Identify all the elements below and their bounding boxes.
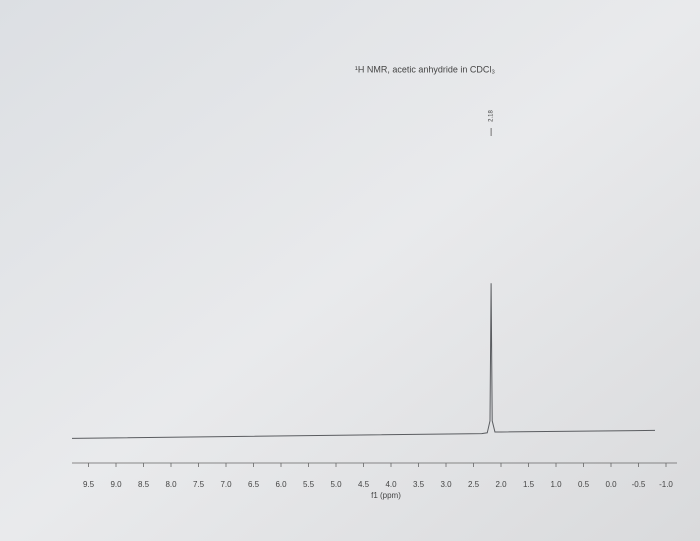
x-tick-label: 1.5 bbox=[523, 480, 535, 489]
x-tick-label: 0.5 bbox=[578, 480, 590, 489]
x-tick-label: 8.0 bbox=[165, 480, 177, 489]
x-tick-label: -0.5 bbox=[632, 480, 646, 489]
x-tick-label: 1.0 bbox=[550, 480, 562, 489]
x-tick-label: 3.5 bbox=[413, 480, 425, 489]
x-tick-label: 7.0 bbox=[220, 480, 232, 489]
x-tick-label: 9.0 bbox=[110, 480, 122, 489]
x-tick-label: 4.0 bbox=[385, 480, 397, 489]
x-tick-label: 4.5 bbox=[358, 480, 370, 489]
x-tick-label: -1.0 bbox=[659, 480, 673, 489]
x-tick-label: 2.0 bbox=[495, 480, 507, 489]
x-tick-label: 2.5 bbox=[468, 480, 480, 489]
x-tick-label: 9.5 bbox=[83, 480, 95, 489]
x-tick-label: 6.5 bbox=[248, 480, 260, 489]
x-tick-label: 7.5 bbox=[193, 480, 205, 489]
x-tick-label: 5.0 bbox=[330, 480, 342, 489]
x-tick-label: 0.0 bbox=[605, 480, 617, 489]
annotation-label: 2.18 bbox=[489, 110, 495, 122]
x-tick-label: 3.0 bbox=[440, 480, 452, 489]
spectrum-line bbox=[71, 283, 656, 439]
x-tick-label: 8.5 bbox=[138, 480, 150, 489]
x-tick-label: 5.5 bbox=[303, 480, 315, 489]
chart-title: ¹H NMR, acetic anhydride in CDCl₃ bbox=[355, 64, 496, 74]
x-axis-label: f1 (ppm) bbox=[371, 491, 401, 500]
x-tick-label: 6.0 bbox=[275, 480, 287, 489]
